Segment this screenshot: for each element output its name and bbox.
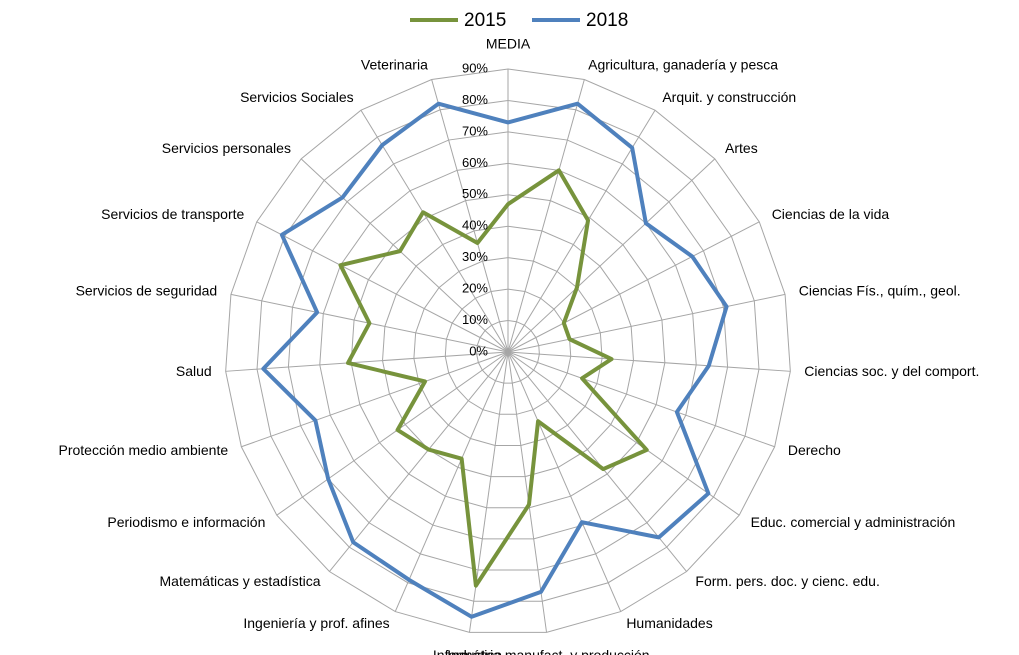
category-label: Periodismo e información xyxy=(107,514,265,530)
tick-label: 0% xyxy=(469,343,488,358)
series-line xyxy=(261,101,729,619)
grid-ring xyxy=(476,320,540,384)
spoke xyxy=(507,351,687,572)
category-label: Servicios de transporte xyxy=(101,206,244,222)
spoke xyxy=(507,351,775,448)
category-label: Protección medio ambiente xyxy=(58,442,228,458)
grid-ring xyxy=(382,225,634,478)
grid-ring xyxy=(287,131,729,571)
tick-label: 60% xyxy=(462,155,488,170)
tick-label: 30% xyxy=(462,249,488,264)
category-label: Servicios personales xyxy=(162,140,291,156)
spoke xyxy=(507,158,716,353)
category-label: Matemáticas y estadística xyxy=(160,573,321,589)
spoke xyxy=(468,351,509,633)
spoke xyxy=(256,221,509,353)
spoke xyxy=(225,351,509,372)
tick-label: 80% xyxy=(462,92,488,107)
category-label: Educ. comercial y administración xyxy=(751,514,956,530)
tick-label: 40% xyxy=(462,218,488,233)
spoke xyxy=(394,351,509,612)
tick-label: 90% xyxy=(462,60,488,75)
spoke xyxy=(360,109,509,353)
grid-ring xyxy=(225,68,791,633)
category-label: Industria manufact. y producción xyxy=(447,647,649,655)
category-label: MEDIA xyxy=(486,36,531,52)
category-label: Salud xyxy=(176,363,212,379)
series-line xyxy=(338,168,649,588)
category-label: Servicios Sociales xyxy=(240,89,354,105)
category-label: Humanidades xyxy=(626,615,712,631)
spoke xyxy=(507,351,740,516)
spoke xyxy=(507,79,585,353)
category-label: Form. pers. doc. y cienc. edu. xyxy=(695,573,879,589)
category-label: Ciencias soc. y del comport. xyxy=(804,363,979,379)
spoke xyxy=(329,351,509,572)
grid-ring xyxy=(444,288,572,415)
category-label: Agricultura, ganadería y pesca xyxy=(588,57,778,73)
grid-ring xyxy=(350,194,666,509)
category-label: Artes xyxy=(725,140,758,156)
category-label: Servicios de seguridad xyxy=(76,282,218,298)
spoke xyxy=(431,79,509,353)
spoke xyxy=(507,293,786,353)
spoke xyxy=(507,351,791,372)
spoke xyxy=(507,221,760,353)
grid-ring xyxy=(413,257,603,446)
category-label: Arquit. y construcción xyxy=(662,89,796,105)
tick-label: 20% xyxy=(462,281,488,296)
category-label: Informática xyxy=(433,647,502,655)
tick-label: 50% xyxy=(462,186,488,201)
category-label: Derecho xyxy=(788,442,841,458)
tick-label: 70% xyxy=(462,123,488,138)
spoke xyxy=(507,109,656,353)
category-label: Ingeniería y prof. afines xyxy=(243,615,389,631)
spoke xyxy=(241,351,509,448)
legend-label: 2015 xyxy=(464,10,506,31)
category-label: Ciencias Fís., quím., geol. xyxy=(799,282,961,298)
legend-label: 2018 xyxy=(586,10,628,31)
spoke xyxy=(507,351,622,612)
category-label: Veterinaria xyxy=(361,57,428,73)
spoke xyxy=(507,351,548,633)
spoke xyxy=(300,158,509,353)
tick-label: 10% xyxy=(462,312,488,327)
spoke xyxy=(276,351,509,516)
category-label: Ciencias de la vida xyxy=(772,206,890,222)
